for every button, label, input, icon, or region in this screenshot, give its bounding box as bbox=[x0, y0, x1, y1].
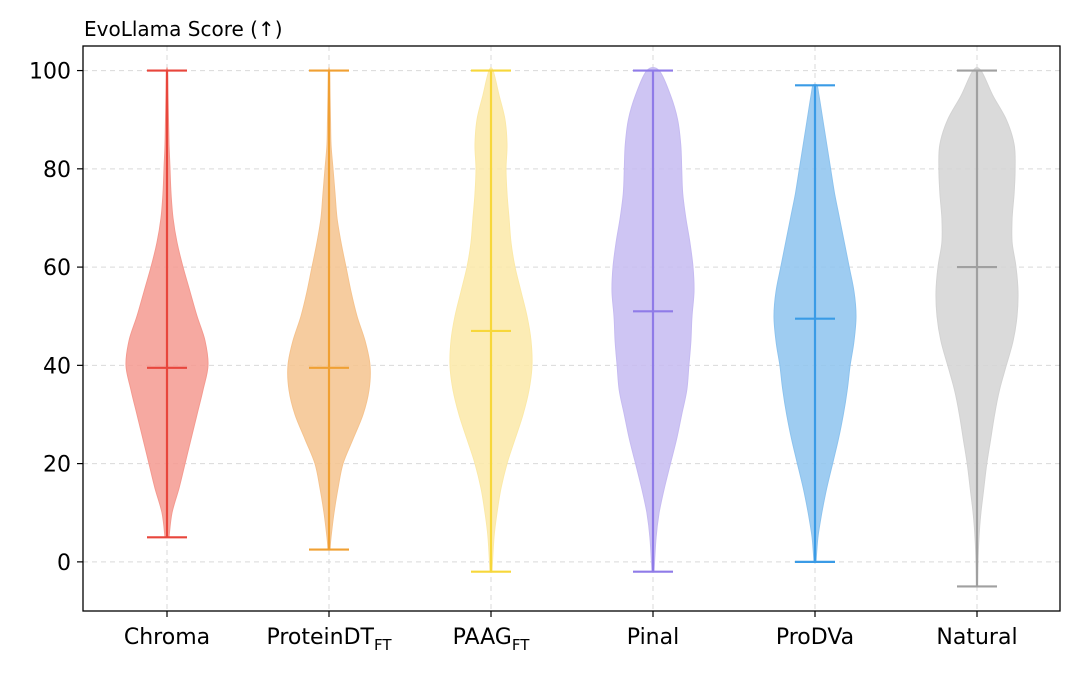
plot-frame bbox=[82, 45, 1061, 612]
violins bbox=[125, 67, 1019, 587]
y-tick-label: 80 bbox=[43, 158, 71, 183]
chart-title: EvoLlama Score (↑) bbox=[84, 17, 283, 41]
y-tick-label: 40 bbox=[43, 354, 71, 379]
grid-lines bbox=[83, 46, 1060, 611]
y-tick-label: 20 bbox=[43, 453, 71, 478]
y-tick-label: 0 bbox=[57, 551, 71, 576]
y-axis-ticks: 0 20 40 60 80 100 bbox=[29, 60, 83, 576]
x-tick-label: Chroma bbox=[124, 625, 210, 650]
x-tick-label: Natural bbox=[936, 625, 1017, 650]
x-tick-label: Pinal bbox=[627, 625, 679, 650]
violin-stat-lines bbox=[147, 69, 997, 588]
x-tick-label: ProteinDTFT bbox=[266, 625, 392, 654]
x-tick-label: PAAGFT bbox=[453, 625, 531, 654]
y-tick-label: 100 bbox=[29, 60, 71, 85]
x-axis-ticks: Chroma ProteinDTFT PAAGFT Pinal ProDVa Natura… bbox=[124, 611, 1018, 654]
y-tick-label: 60 bbox=[43, 256, 71, 281]
x-tick-label: ProDVa bbox=[776, 625, 854, 650]
